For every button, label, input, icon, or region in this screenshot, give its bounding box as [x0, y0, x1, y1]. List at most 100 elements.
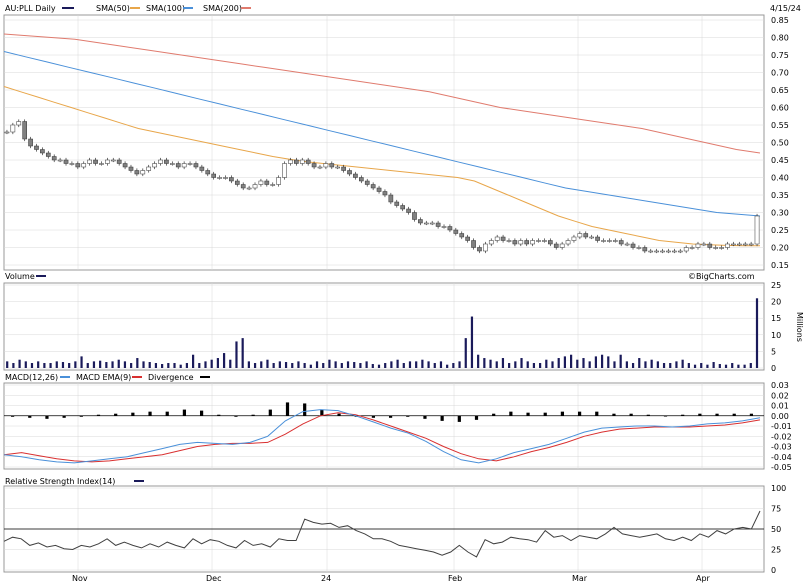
divergence-bar [629, 413, 633, 416]
price-candle [583, 233, 589, 238]
price-candle [742, 243, 748, 246]
volume-bar [229, 359, 232, 368]
volume-bar [309, 364, 312, 368]
divergence-bar [646, 414, 650, 416]
rsi-tick-label: 25 [771, 546, 781, 555]
divergence-bar [320, 409, 324, 416]
price-candle [69, 163, 75, 165]
volume-bar [272, 363, 275, 368]
volume-bar [61, 362, 65, 368]
price-candle [110, 159, 116, 162]
price-candle [488, 240, 494, 245]
price-candle [347, 170, 352, 175]
divergence-bar [79, 415, 83, 417]
price-candle [57, 159, 63, 162]
volume-bar [346, 361, 350, 368]
volume-bar [80, 356, 83, 368]
rsi-tick-label: 100 [771, 484, 786, 493]
volume-bar [278, 361, 281, 368]
price-tick-label: 0.35 [771, 191, 789, 200]
volume-bar [136, 358, 139, 368]
price-candle [63, 159, 69, 164]
price-candle [34, 145, 39, 150]
price-candle [719, 247, 724, 249]
price-candle [317, 166, 323, 169]
volume-bar [687, 363, 690, 368]
price-candle [571, 236, 577, 241]
volume-bar [737, 364, 740, 368]
volume-bar [30, 363, 34, 368]
price-candle [282, 163, 287, 178]
volume-bar [123, 361, 127, 368]
volume-bar [266, 359, 269, 368]
volume-bar [396, 359, 399, 368]
divergence-bar [440, 415, 444, 421]
price-candle [642, 247, 648, 252]
price-candle [93, 159, 98, 164]
volume-bar [148, 362, 151, 368]
price-candle [223, 177, 228, 179]
price-candle [288, 159, 293, 164]
price-candle [152, 163, 157, 168]
divergence-bar [715, 413, 719, 416]
price-candle [636, 247, 642, 249]
price-candle [595, 236, 600, 241]
macd-tick-label: 0.03 [771, 381, 789, 390]
macd-tick-label: 0.02 [771, 391, 789, 400]
price-candle [105, 159, 110, 164]
volume-bar [198, 363, 201, 368]
divergence-bar [337, 413, 341, 416]
divergence-label: Divergence [148, 373, 194, 382]
price-candle [471, 240, 476, 248]
volume-bar [43, 363, 46, 368]
price-candle [512, 240, 518, 245]
price-candle [506, 240, 512, 242]
volume-unit-label: Millions [795, 312, 804, 342]
price-tick-label: 0.15 [771, 261, 789, 270]
volume-bar [167, 363, 170, 368]
volume-bar [650, 359, 653, 368]
price-candle [483, 243, 488, 252]
divergence-bar [28, 415, 32, 418]
symbol-label: AU:PLL Daily [5, 4, 56, 13]
price-tick-label: 0.80 [771, 34, 789, 43]
price-candle [423, 222, 429, 225]
volume-bar [557, 358, 560, 368]
volume-bar [173, 363, 176, 368]
divergence-bar [526, 412, 530, 416]
volume-bar [353, 362, 356, 368]
volume-tick-label: 25 [771, 281, 781, 290]
divergence-bar [543, 412, 547, 416]
volume-bar [570, 354, 573, 368]
volume-bar [731, 363, 734, 368]
volume-bar [439, 361, 443, 368]
volume-bar [582, 358, 585, 368]
price-candle [329, 163, 335, 168]
divergence-bar [492, 413, 496, 416]
price-candle [45, 152, 51, 157]
price-candle [359, 177, 364, 182]
volume-bar [483, 358, 486, 368]
volume-bar [755, 298, 759, 368]
volume-bar [235, 341, 238, 368]
volume-bar [520, 358, 523, 368]
price-candle [418, 219, 423, 224]
volume-bar [315, 361, 319, 368]
price-candle [459, 233, 465, 238]
volume-tick-label: 0 [771, 364, 776, 373]
volume-tick-label: 20 [771, 298, 781, 307]
price-candle [589, 236, 594, 239]
price-candle [10, 124, 16, 133]
price-candle [99, 163, 104, 165]
price-candle [559, 243, 565, 248]
volume-label: Volume [5, 272, 35, 281]
price-candle [258, 180, 264, 185]
price-candle [524, 240, 530, 245]
price-candle [4, 131, 10, 134]
price-candle [388, 194, 394, 203]
price-candle [28, 138, 33, 147]
price-candle [353, 173, 358, 178]
volume-bar [12, 363, 15, 368]
volume-bar [130, 363, 133, 368]
divergence-bar [406, 415, 410, 417]
